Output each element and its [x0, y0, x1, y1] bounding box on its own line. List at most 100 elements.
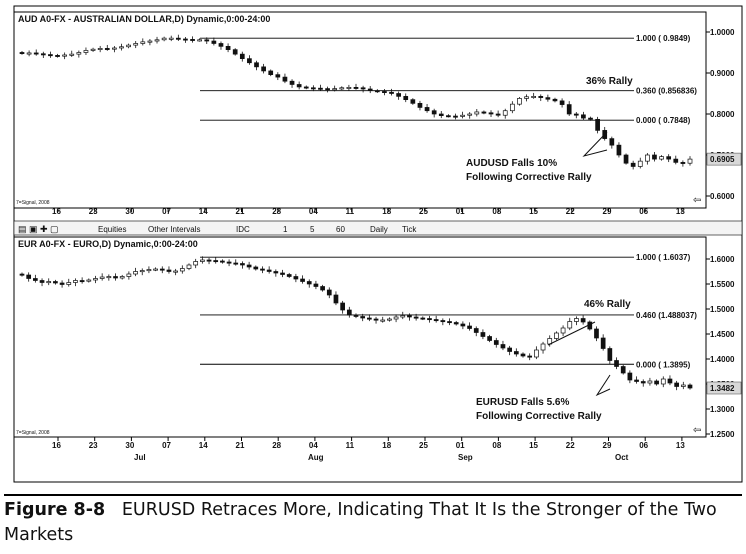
- eur-candle-body: [534, 349, 539, 358]
- eur-candle-body: [93, 278, 98, 281]
- eur-ytick-label: 1.6000: [710, 255, 735, 264]
- aud-ytick-label: 0.9000: [710, 69, 735, 78]
- aud-candle-body: [239, 53, 245, 59]
- eur-xtick-label: 07: [162, 441, 171, 450]
- eur-month-label: Oct: [615, 453, 629, 462]
- eur-xtick-label: 28: [272, 441, 281, 450]
- eur-candle-body: [654, 380, 659, 385]
- toolbar-item-5[interactable]: 60: [336, 225, 345, 234]
- aud-candle-body: [126, 44, 131, 48]
- aud-candle-body: [282, 76, 288, 82]
- aud-candle-body: [374, 90, 380, 93]
- eur-candle-body: [493, 340, 499, 345]
- aud-ytick-label: 0.6000: [710, 192, 735, 201]
- aud-xtick-label: 23: [89, 207, 98, 216]
- aud-candle-body: [112, 47, 117, 50]
- eur-candle-body: [507, 347, 512, 352]
- aud-candle-body: [296, 84, 302, 88]
- eur-candle-body: [540, 343, 546, 351]
- eur-candle-body: [513, 351, 519, 355]
- eur-xtick-label: 25: [419, 441, 428, 450]
- aud-candle-body: [438, 113, 444, 116]
- eur-candle-body: [367, 317, 372, 320]
- toolbar-item-3[interactable]: 1: [283, 225, 288, 234]
- aud-candle-body: [566, 104, 572, 115]
- aud-xtick-label: 16: [52, 207, 61, 216]
- aud-candle-body: [446, 115, 451, 118]
- eur-xtick-label: 18: [382, 441, 391, 450]
- aud-candle-body: [339, 87, 345, 90]
- eur-watermark: 7=Signal, 2008: [16, 430, 50, 436]
- eur-candle-body: [373, 318, 379, 321]
- aud-candle-body: [97, 48, 103, 50]
- aud-xtick-label: 11: [346, 207, 355, 216]
- eur-candle-body: [220, 260, 225, 263]
- aud-candle-body: [609, 138, 615, 146]
- aud-candle-body: [382, 91, 387, 93]
- aud-candle-body: [659, 156, 664, 160]
- eur-candle-body: [647, 380, 653, 384]
- eur-xtick-label: 04: [309, 441, 318, 450]
- aud-level-label: 0.000 ( 0.7848): [636, 116, 691, 125]
- toolbar-item-0[interactable]: Equities: [98, 225, 126, 234]
- chart-frame: AUD A0-FX - AUSTRALIAN DOLLAR,D) Dynamic…: [13, 5, 743, 483]
- aud-candle-body: [360, 87, 366, 90]
- eur-candle-body: [527, 355, 533, 358]
- eur-candle-body: [179, 268, 185, 272]
- toolbar-item-4[interactable]: 5: [310, 225, 315, 234]
- eur-candle-body: [660, 378, 666, 385]
- eur-xtick-label: 13: [676, 441, 685, 450]
- aud-xtick-label: 01: [456, 207, 465, 216]
- aud-candle-body: [623, 154, 629, 164]
- eur-last-price-box: [706, 381, 742, 395]
- eur-candle-body: [126, 273, 132, 277]
- toolbar-item-1[interactable]: Other Intervals: [148, 225, 200, 234]
- eur-xtick-label: 08: [492, 441, 501, 450]
- aud-candle-body: [289, 80, 295, 85]
- eur-chart-title: EUR A0-FX - EURO,D) Dynamic,0:00-24:00: [18, 239, 198, 249]
- eur-xtick-label: 15: [529, 441, 538, 450]
- eur-candle-body: [313, 283, 319, 287]
- eur-month-label: Sep: [458, 453, 473, 462]
- eur-last-price-label: 1.3482: [710, 384, 735, 393]
- toolbar-item-2[interactable]: IDC: [236, 225, 250, 234]
- eur-candle-body: [159, 268, 165, 271]
- aud-candle-body: [140, 41, 146, 44]
- toolbar-item-6[interactable]: Daily: [370, 225, 388, 234]
- eur-candle-body: [59, 282, 65, 285]
- aud-candle-body: [517, 98, 522, 105]
- aud-level-label: 0.360 (0.856836): [636, 87, 697, 96]
- aud-candle-body: [474, 111, 480, 115]
- eur-candle-body: [473, 328, 479, 333]
- aud-candle-body: [353, 86, 359, 89]
- aud-last-price-box: [706, 152, 742, 166]
- eur-month-label: Jul: [134, 453, 146, 462]
- aud-candle-body: [645, 154, 650, 162]
- eur-candle-body: [393, 316, 399, 320]
- eur-candle-body: [273, 271, 279, 274]
- eur-candle-body: [500, 344, 506, 349]
- eur-candle-body: [33, 278, 38, 281]
- aud-xtick-label: 28: [272, 207, 281, 216]
- eur-candle-body: [246, 264, 252, 268]
- eur-candle-body: [66, 282, 72, 285]
- eur-xtick-label: 01: [456, 441, 465, 450]
- eur-candle-body: [420, 317, 426, 320]
- aud-chart-title: AUD A0-FX - AUSTRALIAN DOLLAR,D) Dynamic…: [18, 14, 270, 24]
- aud-xtick-label: 30: [125, 207, 134, 216]
- aud-candle-body: [268, 70, 274, 75]
- aud-candle-body: [652, 154, 657, 160]
- eur-candle-body: [326, 289, 332, 296]
- aud-candle-body: [552, 98, 558, 102]
- aud-candle-body: [190, 39, 195, 41]
- eur-candle-body: [620, 366, 626, 374]
- toolbar-items: Equities Other Intervals IDC 1 5 60 Daily Tick ▤…: [18, 224, 417, 234]
- aud-candle-body: [247, 58, 252, 64]
- aud-candle-body: [325, 88, 330, 91]
- toolbar-item-7[interactable]: Tick: [402, 225, 417, 234]
- aud-xtick-label: 13: [676, 207, 685, 216]
- aud-candle-body: [26, 52, 32, 55]
- aud-candle-body: [630, 162, 636, 167]
- aud-level-label: 1.000 ( 0.9849): [636, 34, 691, 43]
- aud-candle-body: [83, 50, 89, 53]
